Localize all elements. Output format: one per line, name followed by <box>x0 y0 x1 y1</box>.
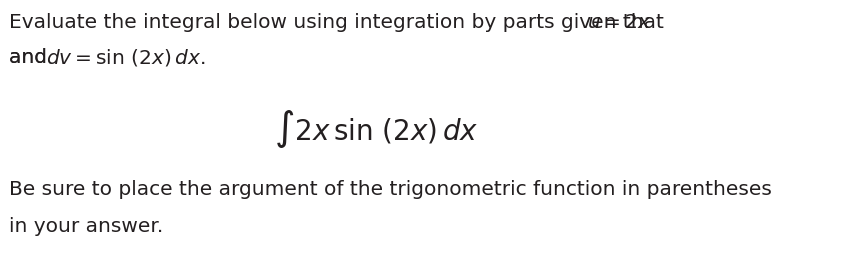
Text: and: and <box>9 48 53 67</box>
Text: in your answer.: in your answer. <box>9 217 163 236</box>
Text: $\int 2x\,\sin\,(2x)\,dx$: $\int 2x\,\sin\,(2x)\,dx$ <box>274 108 478 150</box>
Text: $dv = \sin\,(2x)\,dx.$: $dv = \sin\,(2x)\,dx.$ <box>45 46 205 68</box>
Text: Evaluate the integral below using integration by parts given that: Evaluate the integral below using integr… <box>9 13 670 32</box>
Text: and: and <box>9 48 53 67</box>
Text: $u = 2x$: $u = 2x$ <box>587 13 651 32</box>
Text: Be sure to place the argument of the trigonometric function in parentheses: Be sure to place the argument of the tri… <box>9 180 771 199</box>
